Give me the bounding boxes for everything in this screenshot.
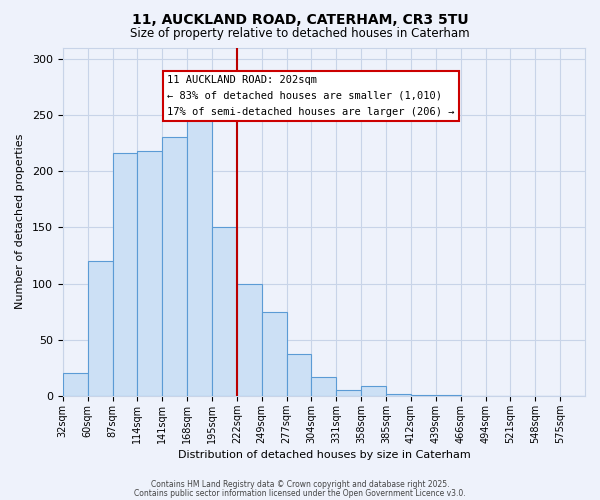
Bar [386, 394, 411, 396]
Text: Size of property relative to detached houses in Caterham: Size of property relative to detached ho… [130, 28, 470, 40]
Y-axis label: Number of detached properties: Number of detached properties [15, 134, 25, 310]
Bar [113, 153, 137, 396]
Bar [88, 261, 113, 396]
Bar [63, 374, 88, 396]
Bar [212, 228, 237, 396]
Bar [162, 138, 187, 396]
X-axis label: Distribution of detached houses by size in Caterham: Distribution of detached houses by size … [178, 450, 470, 460]
Bar [287, 354, 311, 396]
Text: 11, AUCKLAND ROAD, CATERHAM, CR3 5TU: 11, AUCKLAND ROAD, CATERHAM, CR3 5TU [131, 12, 469, 26]
Bar [361, 386, 386, 396]
Bar [237, 284, 262, 396]
Bar [262, 312, 287, 396]
Bar [337, 390, 361, 396]
Text: Contains HM Land Registry data © Crown copyright and database right 2025.: Contains HM Land Registry data © Crown c… [151, 480, 449, 489]
Bar [411, 395, 436, 396]
Bar [187, 115, 212, 396]
Text: 11 AUCKLAND ROAD: 202sqm
← 83% of detached houses are smaller (1,010)
17% of sem: 11 AUCKLAND ROAD: 202sqm ← 83% of detach… [167, 76, 455, 116]
Text: Contains public sector information licensed under the Open Government Licence v3: Contains public sector information licen… [134, 488, 466, 498]
Bar [137, 151, 162, 396]
Bar [436, 395, 461, 396]
Bar [311, 377, 337, 396]
